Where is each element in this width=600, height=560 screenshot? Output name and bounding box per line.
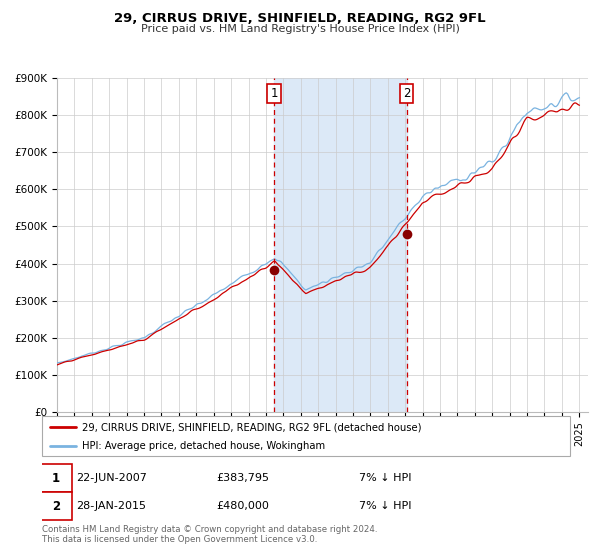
Text: HPI: Average price, detached house, Wokingham: HPI: Average price, detached house, Woki… bbox=[82, 441, 325, 451]
Text: £383,795: £383,795 bbox=[216, 473, 269, 483]
Text: Price paid vs. HM Land Registry's House Price Index (HPI): Price paid vs. HM Land Registry's House … bbox=[140, 24, 460, 34]
Text: 7% ↓ HPI: 7% ↓ HPI bbox=[359, 501, 412, 511]
Text: 2: 2 bbox=[52, 500, 60, 512]
Text: 28-JAN-2015: 28-JAN-2015 bbox=[76, 501, 146, 511]
Text: 1: 1 bbox=[271, 87, 278, 100]
Text: 1: 1 bbox=[52, 472, 60, 485]
FancyBboxPatch shape bbox=[42, 416, 570, 456]
Text: 29, CIRRUS DRIVE, SHINFIELD, READING, RG2 9FL: 29, CIRRUS DRIVE, SHINFIELD, READING, RG… bbox=[114, 12, 486, 25]
Text: 29, CIRRUS DRIVE, SHINFIELD, READING, RG2 9FL (detached house): 29, CIRRUS DRIVE, SHINFIELD, READING, RG… bbox=[82, 422, 421, 432]
FancyBboxPatch shape bbox=[40, 464, 72, 492]
Text: 22-JUN-2007: 22-JUN-2007 bbox=[76, 473, 147, 483]
Bar bbox=[274, 78, 407, 412]
Text: 7% ↓ HPI: 7% ↓ HPI bbox=[359, 473, 412, 483]
Text: £480,000: £480,000 bbox=[216, 501, 269, 511]
FancyBboxPatch shape bbox=[40, 492, 72, 520]
Text: Contains HM Land Registry data © Crown copyright and database right 2024.
This d: Contains HM Land Registry data © Crown c… bbox=[42, 525, 377, 544]
Text: 2: 2 bbox=[403, 87, 410, 100]
